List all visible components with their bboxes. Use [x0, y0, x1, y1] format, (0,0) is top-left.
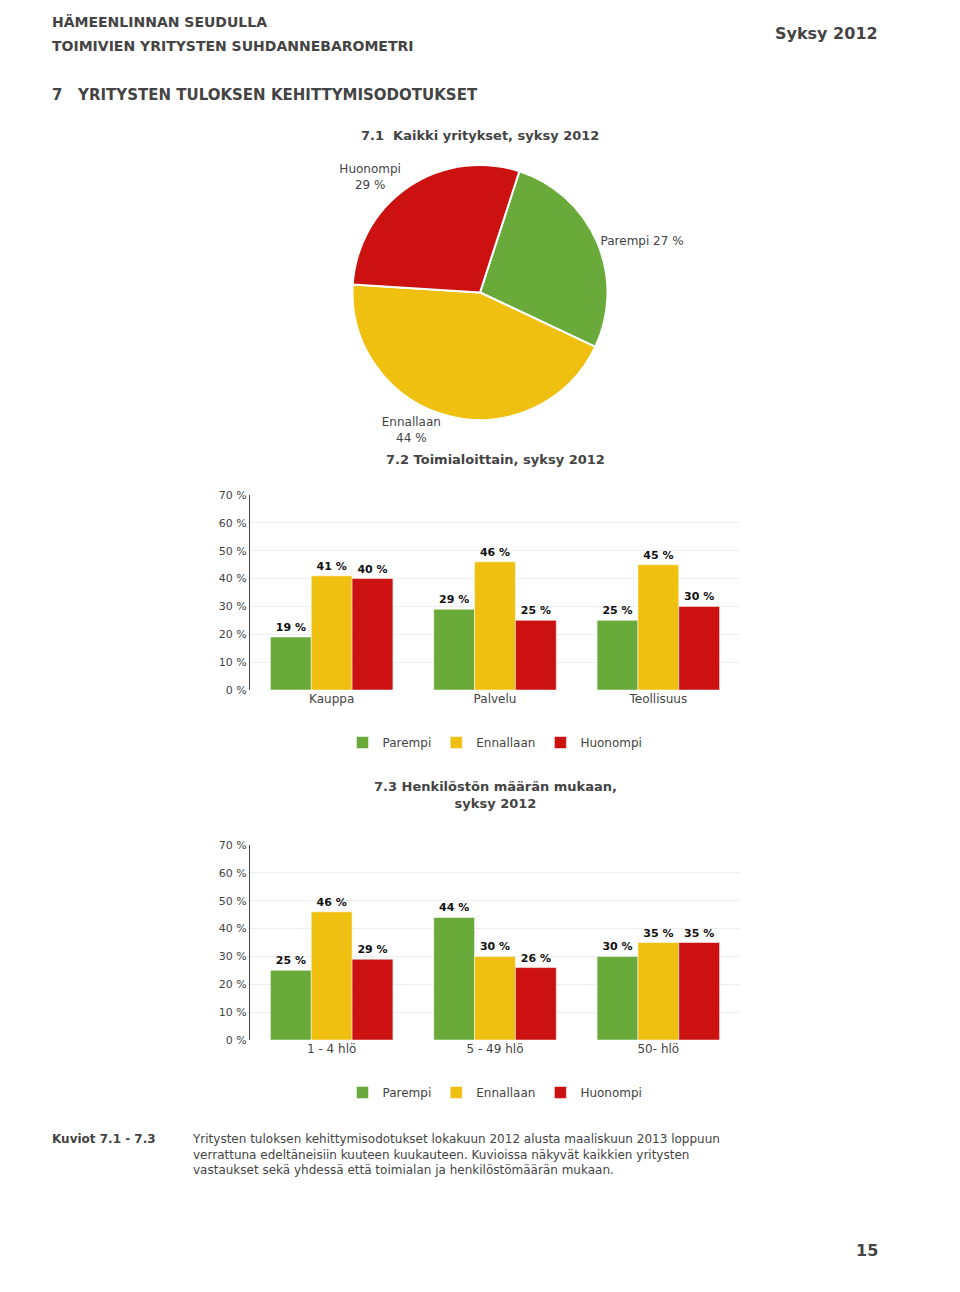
- svg-text:Huonompi: Huonompi: [580, 1086, 642, 1100]
- svg-text:60 %: 60 %: [219, 517, 247, 530]
- svg-text:Parempi: Parempi: [383, 736, 432, 750]
- svg-text:45 %: 45 %: [643, 549, 673, 562]
- svg-text:26 %: 26 %: [521, 952, 551, 965]
- svg-text:TOIMIVIEN YRITYSTEN SUHDANNEBA: TOIMIVIEN YRITYSTEN SUHDANNEBAROMETRI: [52, 38, 413, 54]
- svg-text:20 %: 20 %: [219, 628, 247, 641]
- svg-text:41 %: 41 %: [317, 560, 347, 573]
- svg-text:HÄMEENLINNAN SEUDULLA: HÄMEENLINNAN SEUDULLA: [52, 14, 267, 30]
- svg-text:1 - 4 hlö: 1 - 4 hlö: [307, 1042, 356, 1056]
- svg-text:7.2 Toimialoittain, syksy 2012: 7.2 Toimialoittain, syksy 2012: [386, 452, 605, 467]
- svg-text:10 %: 10 %: [219, 1006, 247, 1019]
- svg-text:40 %: 40 %: [219, 572, 247, 585]
- svg-text:Yritysten tuloksen kehittymiso: Yritysten tuloksen kehittymisodotukset l…: [192, 1132, 720, 1177]
- svg-text:30 %: 30 %: [219, 600, 247, 613]
- svg-text:25 %: 25 %: [521, 604, 551, 617]
- svg-text:7.3 Henkilöstön määrän mukaan,: 7.3 Henkilöstön määrän mukaan,syksy 2012: [374, 779, 617, 811]
- svg-text:7 YRITYSTEN TULOKSEN KEHITTY: 7 YRITYSTEN TULOKSEN KEHITTYMISODOTUKSET: [52, 86, 478, 104]
- svg-text:Ennallaan: Ennallaan: [476, 1086, 535, 1100]
- svg-text:30 %: 30 %: [602, 940, 632, 953]
- svg-text:30 %: 30 %: [480, 940, 510, 953]
- svg-text:29 %: 29 %: [439, 593, 469, 606]
- svg-text:46 %: 46 %: [317, 896, 347, 909]
- svg-text:25 %: 25 %: [602, 604, 632, 617]
- svg-text:Ennallaan: Ennallaan: [476, 736, 535, 750]
- svg-text:50 %: 50 %: [219, 545, 247, 558]
- svg-text:Kauppa: Kauppa: [309, 692, 354, 706]
- svg-text:44 %: 44 %: [439, 901, 469, 914]
- svg-text:46 %: 46 %: [480, 546, 510, 559]
- svg-text:15: 15: [856, 1241, 878, 1260]
- svg-text:30 %: 30 %: [219, 950, 247, 963]
- svg-text:50 %: 50 %: [219, 895, 247, 908]
- svg-text:60 %: 60 %: [219, 867, 247, 880]
- svg-text:0 %: 0 %: [226, 684, 247, 697]
- svg-text:Kuviot 7.1 - 7.3: Kuviot 7.1 - 7.3: [52, 1132, 156, 1146]
- svg-text:Huonompi29 %: Huonompi29 %: [339, 162, 401, 192]
- svg-text:35 %: 35 %: [643, 927, 673, 940]
- svg-text:40 %: 40 %: [357, 563, 387, 576]
- svg-text:70 %: 70 %: [219, 839, 247, 852]
- svg-text:Huonompi: Huonompi: [580, 736, 642, 750]
- svg-text:35 %: 35 %: [684, 927, 714, 940]
- svg-text:Parempi: Parempi: [383, 1086, 432, 1100]
- svg-text:70 %: 70 %: [219, 489, 247, 502]
- svg-text:Teollisuus: Teollisuus: [628, 692, 687, 706]
- svg-text:7.1 Kaikki yritykset, syksy 2: 7.1 Kaikki yritykset, syksy 2012: [361, 128, 599, 143]
- svg-text:Parempi 27 %: Parempi 27 %: [601, 234, 684, 248]
- svg-text:29 %: 29 %: [357, 943, 387, 956]
- svg-text:Palvelu: Palvelu: [474, 692, 517, 706]
- svg-text:50- hlö: 50- hlö: [637, 1042, 679, 1056]
- svg-text:20 %: 20 %: [219, 978, 247, 991]
- svg-text:0 %: 0 %: [226, 1034, 247, 1047]
- svg-text:40 %: 40 %: [219, 922, 247, 935]
- svg-text:25 %: 25 %: [276, 954, 306, 967]
- svg-text:Ennallaan44 %: Ennallaan44 %: [382, 415, 441, 445]
- svg-text:Syksy 2012: Syksy 2012: [775, 24, 878, 43]
- svg-text:5 - 49 hlö: 5 - 49 hlö: [467, 1042, 524, 1056]
- svg-text:10 %: 10 %: [219, 656, 247, 669]
- svg-text:19 %: 19 %: [276, 621, 306, 634]
- svg-text:30 %: 30 %: [684, 590, 714, 603]
